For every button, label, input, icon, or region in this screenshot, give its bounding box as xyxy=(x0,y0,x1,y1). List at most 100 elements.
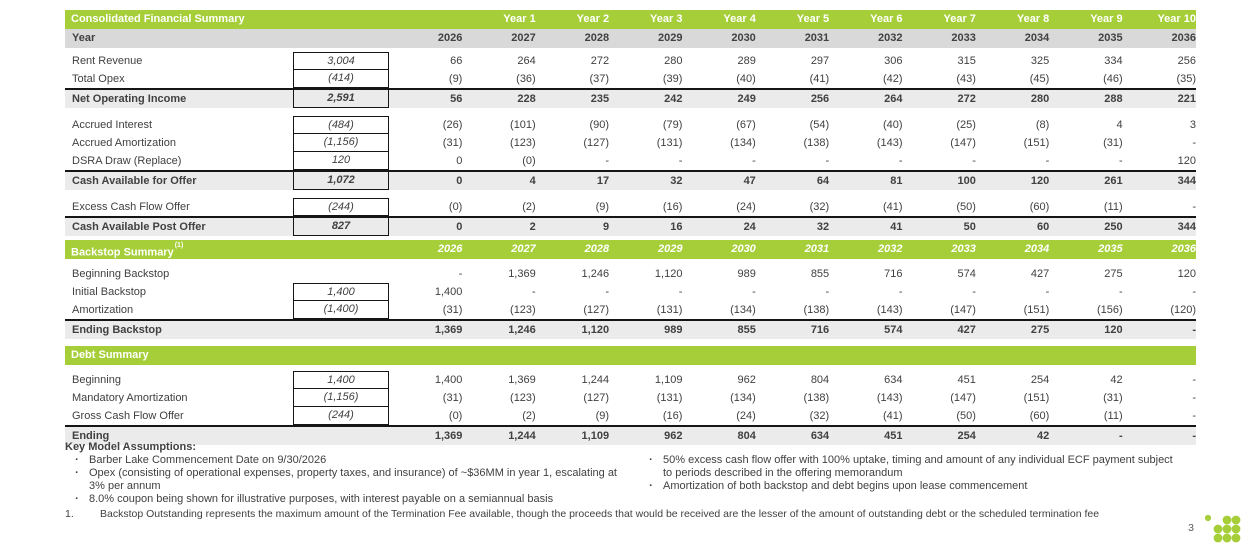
value-cell: 297 xyxy=(810,55,830,67)
value-cell: 634 xyxy=(884,374,903,386)
year-header-cell xyxy=(903,346,976,365)
year-cell: 2035 xyxy=(1098,32,1123,44)
value-cell: (9) xyxy=(448,73,463,85)
year-header-cell: 2034 xyxy=(1024,243,1050,255)
assumption-value-box: (1,400) xyxy=(293,299,389,319)
year-cell: 2032 xyxy=(878,32,903,44)
value-cell: 1,246 xyxy=(581,268,610,280)
value-cell: 1,244 xyxy=(581,374,610,386)
row-label: Gross Cash Flow Offer xyxy=(72,410,184,422)
value-cell: - xyxy=(458,268,463,280)
year-header-cell: 2028 xyxy=(584,243,610,255)
value-cell: 254 xyxy=(1030,374,1050,386)
year-cell: 2033 xyxy=(951,32,976,44)
row-gap xyxy=(65,108,1196,116)
value-cell: (37) xyxy=(589,73,610,85)
value-cell: (54) xyxy=(809,119,830,131)
value-cell: (9) xyxy=(595,410,610,422)
value-cell: 4 xyxy=(1116,119,1123,131)
assumptions-left-column: · Barber Lake Commencement Date on 9/30/2… xyxy=(65,454,625,506)
value-cell: (39) xyxy=(662,73,683,85)
table-row: Excess Cash Flow Offer (244) (0) (2) (9) (16)… xyxy=(65,198,1196,216)
value-cell: 1,369 xyxy=(434,324,463,336)
value-cell: 344 xyxy=(1177,221,1196,233)
empty-cell xyxy=(293,321,389,339)
value-cell: (24) xyxy=(736,410,756,422)
section-gap xyxy=(65,339,1196,346)
value-cell: (123) xyxy=(510,392,536,404)
value-cell: 427 xyxy=(957,324,976,336)
value-cell: 1,109 xyxy=(654,374,683,386)
value-cell: 1,400 xyxy=(434,374,463,386)
empty-cell xyxy=(293,265,389,283)
value-cell: 50 xyxy=(963,221,976,233)
value-cell: (0) xyxy=(448,410,463,422)
year-header-cell: Year 9 xyxy=(1090,13,1123,25)
financial-summary-table: Consolidated Financial Summary Year 1 Year… xyxy=(65,10,1196,445)
year-cell: 2026 xyxy=(437,32,463,44)
year-cell: 2030 xyxy=(731,32,756,44)
value-cell: 249 xyxy=(737,93,756,105)
assumption-value-box: 2,591 xyxy=(293,88,389,108)
value-cell: - xyxy=(1118,430,1123,442)
year-row: Year 2026 2027 2028 2029 2030 2031 2032 2033 2034… xyxy=(65,29,1196,48)
value-cell: - xyxy=(752,286,756,298)
value-cell: 221 xyxy=(1177,93,1196,105)
value-cell: 288 xyxy=(1104,93,1123,105)
value-cell: (40) xyxy=(882,119,903,131)
value-cell: 42 xyxy=(1037,430,1050,442)
value-cell: (134) xyxy=(730,304,756,316)
row-label: Rent Revenue xyxy=(72,55,143,67)
value-cell: - xyxy=(1192,430,1196,442)
value-cell: 16 xyxy=(670,221,683,233)
assumption-value-box: 1,400 xyxy=(293,371,389,389)
table-row: Amortization (1,400) (31) (123) (127) (131) (1… xyxy=(65,299,1196,319)
value-cell: 3 xyxy=(1189,119,1196,131)
value-cell: 120 xyxy=(1177,155,1196,167)
value-cell: (101) xyxy=(510,119,536,131)
value-cell: 9 xyxy=(602,221,610,233)
year-cell: 2036 xyxy=(1171,32,1196,44)
value-cell: (123) xyxy=(510,137,536,149)
year-header-cell: Year 1 xyxy=(503,13,536,25)
value-cell: (147) xyxy=(950,137,976,149)
table-row: Initial Backstop 1,400 1,400 - - - - - - - - - - xyxy=(65,283,1196,301)
value-cell: 235 xyxy=(590,93,610,105)
value-cell: 325 xyxy=(1030,55,1050,67)
value-cell: (147) xyxy=(950,392,976,404)
value-cell: (46) xyxy=(1103,73,1123,85)
section-title: Consolidated Financial Summary xyxy=(65,10,389,29)
assumption-text: Opex (consisting of operational expenses… xyxy=(89,467,617,492)
page-number: 3 xyxy=(1188,522,1194,534)
value-cell: 60 xyxy=(1037,221,1050,233)
table-row: Beginning 1,400 1,400 1,369 1,244 1,109 962 804… xyxy=(65,371,1196,389)
value-cell: 804 xyxy=(810,374,830,386)
year-header-cell: Year 2 xyxy=(576,13,610,25)
value-cell: (138) xyxy=(803,304,830,316)
value-cell: - xyxy=(1045,155,1050,167)
row-label: Accrued Amortization xyxy=(72,137,176,149)
value-cell: - xyxy=(1192,374,1196,386)
value-cell: - xyxy=(1192,201,1196,213)
value-cell: (8) xyxy=(1035,119,1050,131)
value-cell: - xyxy=(752,155,756,167)
value-cell: - xyxy=(1192,324,1196,336)
value-cell: (41) xyxy=(882,201,903,213)
value-cell: 272 xyxy=(957,93,976,105)
assumptions-title: Key Model Assumptions: xyxy=(65,441,196,453)
table-row: Accrued Interest (484) (26) (101) (90) (79) (6… xyxy=(65,116,1196,134)
value-cell: - xyxy=(1192,286,1196,298)
value-cell: 2 xyxy=(529,221,536,233)
year-header-cell: 2029 xyxy=(657,243,683,255)
year-header-cell xyxy=(1123,346,1196,365)
value-cell: 1,120 xyxy=(654,268,683,280)
value-cell: (50) xyxy=(956,410,976,422)
value-cell: 42 xyxy=(1110,374,1123,386)
row-label: Total Opex xyxy=(72,73,125,85)
value-cell: 855 xyxy=(810,268,830,280)
value-cell: (143) xyxy=(876,392,903,404)
assumption-value-box: (414) xyxy=(293,68,389,88)
year-header-cell xyxy=(609,346,682,365)
year-header-cell: Year 10 xyxy=(1157,13,1196,25)
value-cell: 17 xyxy=(596,175,610,187)
